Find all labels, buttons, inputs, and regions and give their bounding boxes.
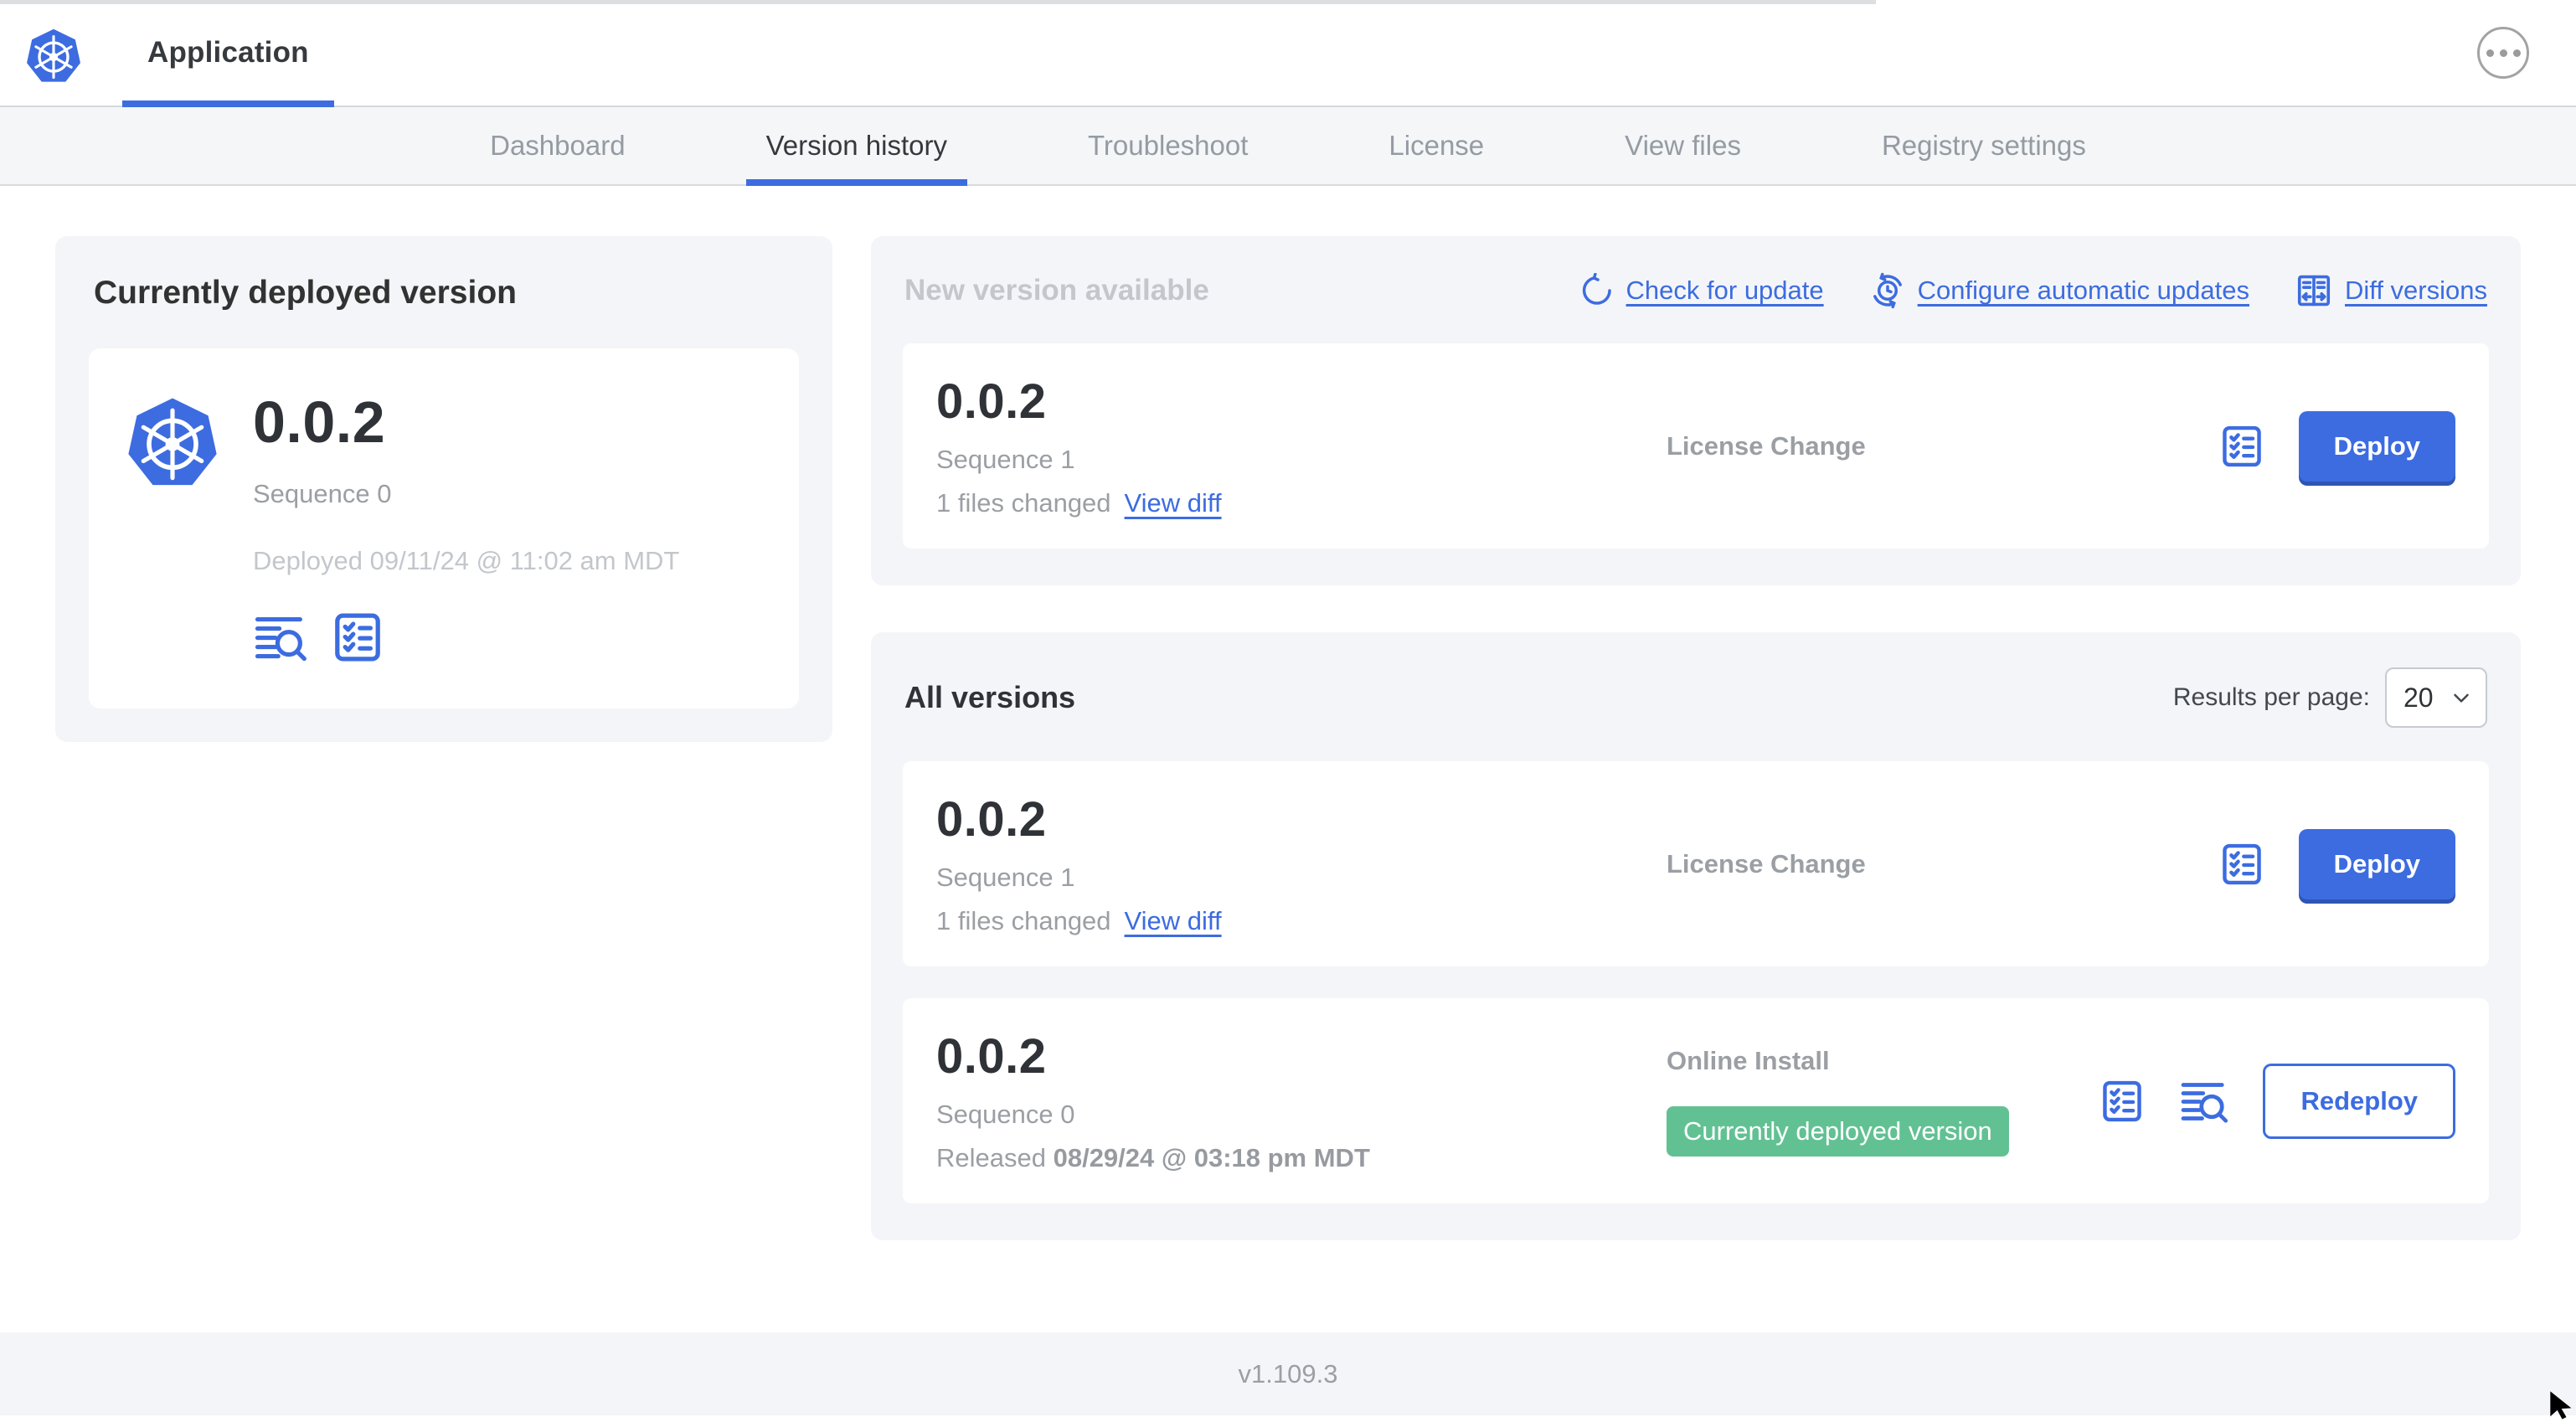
subnav: Dashboard Version history Troubleshoot L… bbox=[0, 107, 2576, 186]
deployed-timestamp: Deployed 09/11/24 @ 11:02 am MDT bbox=[253, 546, 680, 575]
all-versions-heading: All versions bbox=[904, 680, 1076, 714]
app-tab-label: Application bbox=[147, 36, 309, 69]
kubernetes-app-icon bbox=[126, 392, 219, 491]
deploy-button[interactable]: Deploy bbox=[2298, 410, 2455, 482]
new-version-heading: New version available bbox=[904, 274, 1209, 307]
preflight-checks-icon[interactable] bbox=[2218, 838, 2265, 890]
footer: v1.109.3 bbox=[0, 1332, 2576, 1415]
configure-automatic-updates-link[interactable]: Configure automatic updates bbox=[1869, 272, 2249, 309]
version-row-sequence-1: 0.0.2 Sequence 1 1 files changed View di… bbox=[903, 761, 2489, 966]
new-version-row: 0.0.2 Sequence 1 1 files changed View di… bbox=[903, 343, 2489, 549]
check-for-update-link[interactable]: Check for update bbox=[1579, 273, 1824, 308]
currently-deployed-heading: Currently deployed version bbox=[94, 275, 517, 311]
version-sequence: Sequence 1 bbox=[936, 863, 1075, 892]
preflight-checks-icon[interactable] bbox=[2099, 1075, 2146, 1127]
diff-icon bbox=[2297, 275, 2331, 307]
deployed-version-number: 0.0.2 bbox=[253, 389, 386, 455]
view-diff-link[interactable]: View diff bbox=[1124, 488, 1222, 518]
view-logs-icon[interactable] bbox=[253, 610, 308, 665]
version-sequence: Sequence 0 bbox=[936, 1100, 1075, 1129]
results-per-page-label: Results per page: bbox=[2172, 683, 2370, 711]
tab-version-history[interactable]: Version history bbox=[745, 107, 967, 186]
tab-license[interactable]: License bbox=[1388, 130, 1485, 161]
tab-troubleshoot[interactable]: Troubleshoot bbox=[1088, 130, 1249, 161]
main-content: Currently deployed version 0.0.2 Sequenc… bbox=[0, 186, 2576, 1332]
redeploy-button[interactable]: Redeploy bbox=[2263, 1063, 2455, 1139]
active-tab-underline bbox=[122, 100, 334, 107]
version-row-sequence-0: 0.0.2 Sequence 0 Released 08/29/24 @ 03:… bbox=[903, 998, 2489, 1203]
deploy-button[interactable]: Deploy bbox=[2298, 828, 2455, 899]
ellipsis-icon bbox=[2486, 49, 2494, 57]
clock-sync-icon bbox=[1873, 272, 1902, 309]
currently-deployed-badge: Currently deployed version bbox=[1667, 1105, 2009, 1157]
preflight-checks-icon[interactable] bbox=[330, 610, 385, 665]
tab-dashboard[interactable]: Dashboard bbox=[490, 130, 626, 161]
files-changed: 1 files changed bbox=[936, 906, 1111, 935]
refresh-icon bbox=[1582, 273, 1611, 305]
tab-view-files[interactable]: View files bbox=[1625, 130, 1741, 161]
released-timestamp: Released 08/29/24 @ 03:18 pm MDT bbox=[936, 1143, 1370, 1172]
console-version: v1.109.3 bbox=[1238, 1358, 1338, 1389]
version-number: 0.0.2 bbox=[936, 1029, 1047, 1084]
mouse-cursor bbox=[2550, 1391, 2572, 1419]
deployed-sequence: Sequence 0 bbox=[253, 479, 392, 508]
view-logs-icon[interactable] bbox=[2179, 1076, 2229, 1126]
diff-versions-link[interactable]: Diff versions bbox=[2295, 271, 2487, 310]
files-changed: 1 files changed bbox=[936, 488, 1111, 518]
new-version-panel: New version available Check for update bbox=[871, 236, 2521, 585]
currently-deployed-panel: Currently deployed version 0.0.2 Sequenc… bbox=[55, 236, 832, 742]
view-diff-link[interactable]: View diff bbox=[1124, 906, 1222, 935]
currently-deployed-card: 0.0.2 Sequence 0 Deployed 09/11/24 @ 11:… bbox=[89, 348, 799, 708]
preflight-checks-icon[interactable] bbox=[2218, 420, 2265, 472]
app-header: Application bbox=[0, 0, 2576, 107]
version-number: 0.0.2 bbox=[936, 792, 1047, 847]
version-number: 0.0.2 bbox=[936, 374, 1047, 429]
release-type-label: License Change bbox=[1667, 848, 1866, 878]
tab-registry-settings[interactable]: Registry settings bbox=[1881, 130, 2086, 161]
release-type-label: License Change bbox=[1667, 430, 1866, 461]
active-tab-underline bbox=[745, 179, 967, 186]
kubernetes-logo-icon bbox=[25, 28, 82, 84]
release-type-label: Online Install bbox=[1667, 1045, 1830, 1075]
window-top-edge bbox=[0, 0, 1876, 4]
all-versions-panel: All versions Results per page: 20 bbox=[871, 632, 2521, 1240]
results-per-page-select[interactable]: 20 bbox=[2385, 667, 2487, 728]
version-sequence: Sequence 1 bbox=[936, 445, 1075, 474]
app-tab-application[interactable]: Application bbox=[122, 0, 334, 107]
more-options-button[interactable] bbox=[2477, 27, 2529, 79]
